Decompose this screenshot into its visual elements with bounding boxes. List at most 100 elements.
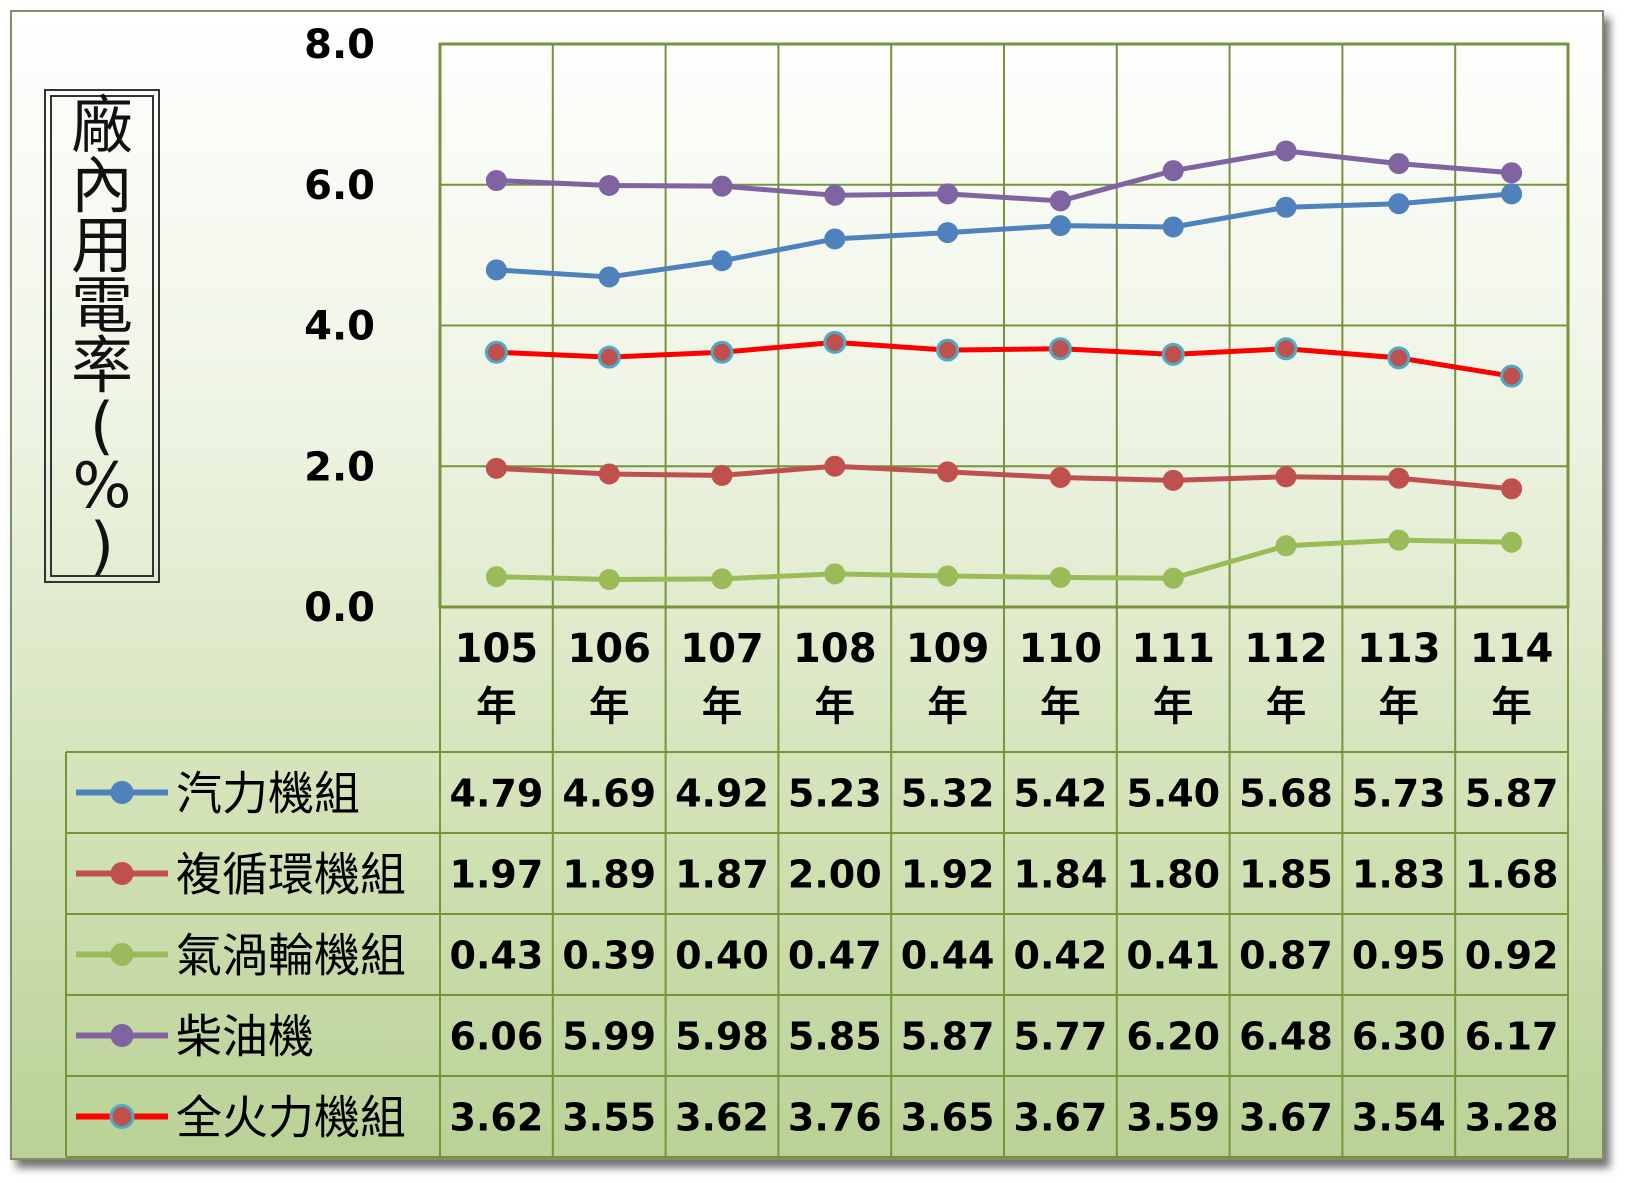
x-category-label: 106 年 <box>567 626 651 730</box>
legend-key-marker <box>110 1024 134 1047</box>
data-point <box>484 340 508 364</box>
y-axis-label-char: 廠 <box>71 89 133 162</box>
data-point <box>1049 467 1071 489</box>
data-point <box>1275 535 1297 557</box>
table-value-cell: 0.41 <box>1126 934 1220 978</box>
table-value-cell: 3.76 <box>788 1096 882 1140</box>
table-value-cell: 6.30 <box>1352 1015 1446 1059</box>
data-point <box>597 345 621 369</box>
table-value-cell: 1.89 <box>562 853 656 897</box>
table-value-cell: 0.43 <box>450 934 544 978</box>
table-value-cell: 3.54 <box>1352 1096 1446 1140</box>
y-axis-label-char: 率 <box>71 329 133 402</box>
data-point <box>711 175 733 197</box>
table-value-cell: 4.79 <box>450 772 544 816</box>
table-value-cell: 0.42 <box>1014 934 1108 978</box>
data-point <box>1049 215 1071 237</box>
data-point <box>710 340 734 364</box>
data-point <box>824 228 846 250</box>
data-point <box>824 455 846 477</box>
table-value-cell: 0.44 <box>901 934 995 978</box>
data-point <box>485 457 507 479</box>
data-point <box>1161 342 1185 366</box>
data-point <box>598 569 620 591</box>
data-point <box>711 464 733 486</box>
table-value-cell: 0.95 <box>1352 934 1446 978</box>
series-line <box>496 148 1512 204</box>
series-line <box>496 463 1512 492</box>
table-value-cell: 3.65 <box>901 1096 995 1140</box>
table-value-cell: 3.28 <box>1465 1096 1559 1140</box>
table-value-cell: 0.39 <box>562 934 656 978</box>
x-category-label: 108 年 <box>793 626 877 730</box>
table-value-cell: 1.84 <box>1014 853 1108 897</box>
table-value-cell: 5.73 <box>1352 772 1446 816</box>
data-point <box>824 184 846 206</box>
data-point <box>937 183 959 205</box>
table-value-cell: 0.92 <box>1465 934 1559 978</box>
y-tick-label: 6.0 <box>304 163 375 209</box>
x-category-label: 111 年 <box>1131 626 1215 730</box>
data-point <box>1049 190 1071 212</box>
y-tick-label: 4.0 <box>304 304 375 350</box>
table-value-cell: 5.87 <box>901 1015 995 1059</box>
series-line <box>496 537 1512 583</box>
data-point <box>1162 160 1184 182</box>
data-point <box>1275 466 1297 488</box>
data-point <box>1501 531 1523 553</box>
table-value-cell: 3.62 <box>675 1096 769 1140</box>
legend-series-name: 氣渦輪機組 <box>176 929 406 983</box>
legend-key-marker <box>110 781 134 804</box>
table-value-cell: 6.48 <box>1239 1015 1333 1059</box>
data-point <box>1162 216 1184 238</box>
y-label-outer-frame <box>44 89 160 583</box>
table-value-cell: 5.98 <box>675 1015 769 1059</box>
y-label-inner-frame <box>50 95 154 577</box>
y-axis-label-char: % <box>73 449 132 522</box>
table-value-cell: 4.69 <box>562 772 656 816</box>
table-value-cell: 1.68 <box>1465 853 1559 897</box>
x-category-label: 112 年 <box>1244 626 1328 730</box>
x-category-label: 110 年 <box>1019 626 1103 730</box>
table-value-cell: 6.06 <box>450 1015 544 1059</box>
table-value-cell: 3.67 <box>1014 1096 1108 1140</box>
x-category-label: 113 年 <box>1357 626 1441 730</box>
table-value-cell: 5.85 <box>788 1015 882 1059</box>
data-point <box>1048 337 1072 361</box>
y-axis-label-char: 用 <box>71 209 133 282</box>
data-point <box>936 338 960 362</box>
x-category-label: 114 年 <box>1470 626 1554 730</box>
x-category-label: 109 年 <box>906 626 990 730</box>
table-value-cell: 5.23 <box>788 772 882 816</box>
data-point <box>1388 467 1410 489</box>
table-value-cell: 5.32 <box>901 772 995 816</box>
data-point <box>1388 529 1410 551</box>
table-value-cell: 5.40 <box>1126 772 1220 816</box>
table-value-cell: 3.59 <box>1126 1096 1220 1140</box>
table-value-cell: 0.47 <box>788 934 882 978</box>
data-point <box>711 250 733 272</box>
legend-series-name: 複循環機組 <box>176 848 406 902</box>
data-point <box>1387 346 1411 370</box>
table-value-cell: 3.67 <box>1239 1096 1333 1140</box>
data-point <box>1162 469 1184 491</box>
legend-series-name: 柴油機 <box>176 1010 314 1064</box>
data-point <box>1275 196 1297 218</box>
table-value-cell: 5.99 <box>562 1015 656 1059</box>
y-axis-label-char: 電 <box>71 269 133 342</box>
grid <box>438 42 1570 609</box>
table-value-cell: 2.00 <box>788 853 882 897</box>
data-point <box>824 563 846 585</box>
data-point <box>1501 162 1523 184</box>
y-axis-label-char: ) <box>90 509 114 582</box>
data-point <box>937 461 959 483</box>
data-point <box>937 222 959 244</box>
y-tick-label: 2.0 <box>304 444 375 490</box>
data-point <box>1501 183 1523 205</box>
data-point <box>1162 567 1184 589</box>
table-value-cell: 0.87 <box>1239 934 1333 978</box>
data-point <box>598 463 620 485</box>
legend-series-name: 全火力機組 <box>176 1091 406 1145</box>
